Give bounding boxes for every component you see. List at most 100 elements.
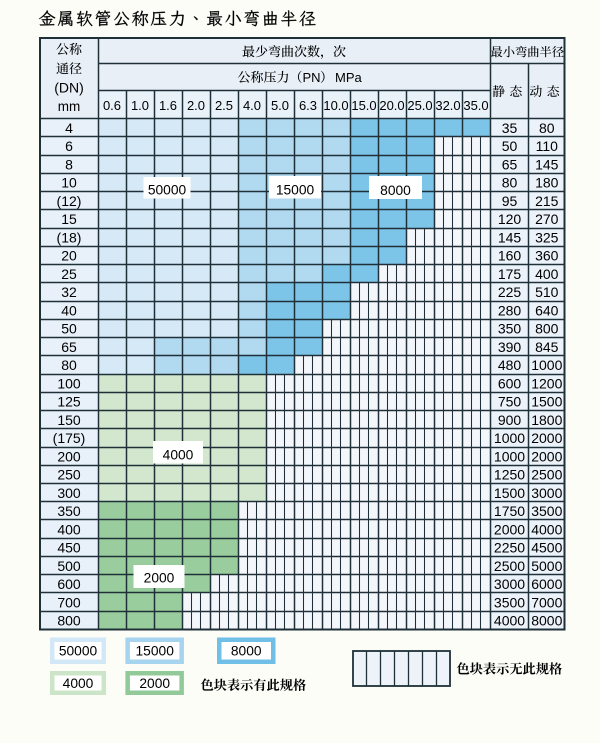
svg-text:4.0: 4.0 (243, 98, 261, 113)
svg-text:480: 480 (498, 357, 522, 373)
svg-text:4000: 4000 (163, 448, 194, 463)
svg-text:50000: 50000 (59, 644, 98, 659)
svg-text:2250: 2250 (494, 540, 525, 556)
svg-text:3000: 3000 (494, 576, 525, 592)
svg-text:845: 845 (535, 339, 559, 355)
svg-text:125: 125 (57, 394, 81, 410)
svg-text:1500: 1500 (531, 394, 562, 410)
svg-text:1200: 1200 (531, 375, 562, 391)
svg-text:180: 180 (535, 175, 559, 191)
svg-text:50000: 50000 (148, 182, 187, 197)
svg-text:2000: 2000 (531, 448, 562, 464)
svg-text:350: 350 (57, 503, 81, 519)
svg-text:15000: 15000 (276, 182, 315, 197)
svg-text:270: 270 (535, 211, 559, 227)
svg-text:800: 800 (57, 613, 81, 629)
svg-text:1000: 1000 (494, 448, 525, 464)
svg-text:640: 640 (535, 302, 559, 318)
svg-text:145: 145 (535, 157, 559, 173)
svg-text:350: 350 (498, 321, 522, 337)
svg-text:510: 510 (535, 284, 559, 300)
svg-text:8000: 8000 (231, 644, 262, 659)
svg-text:8: 8 (65, 157, 73, 173)
svg-text:6.3: 6.3 (299, 98, 317, 113)
svg-text:80: 80 (539, 120, 555, 136)
svg-text:400: 400 (535, 266, 559, 282)
svg-text:280: 280 (498, 302, 522, 318)
svg-text:150: 150 (57, 412, 81, 428)
svg-text:6: 6 (65, 138, 73, 154)
svg-text:2500: 2500 (531, 467, 562, 483)
svg-text:40: 40 (61, 302, 77, 318)
svg-text:250: 250 (57, 467, 81, 483)
svg-text:4000: 4000 (63, 676, 94, 691)
svg-text:750: 750 (498, 394, 522, 410)
svg-text:(175): (175) (53, 430, 86, 446)
svg-text:100: 100 (57, 375, 81, 391)
svg-text:PN: PN (303, 70, 321, 85)
svg-text:4000: 4000 (531, 521, 562, 537)
svg-text:15000: 15000 (136, 644, 175, 659)
svg-text:65: 65 (502, 157, 518, 173)
svg-text:450: 450 (57, 540, 81, 556)
svg-text:1.0: 1.0 (131, 98, 149, 113)
svg-text:3000: 3000 (531, 485, 562, 501)
svg-text:0.6: 0.6 (103, 98, 121, 113)
svg-text:32: 32 (61, 284, 77, 300)
svg-text:1250: 1250 (494, 467, 525, 483)
svg-text:15.0: 15.0 (351, 98, 376, 113)
svg-text:120: 120 (498, 211, 522, 227)
svg-text:65: 65 (61, 339, 77, 355)
svg-text:225: 225 (498, 284, 522, 300)
svg-text:1000: 1000 (494, 430, 525, 446)
svg-text:(DN): (DN) (54, 79, 84, 95)
svg-text:325: 325 (535, 230, 559, 246)
svg-text:200: 200 (57, 448, 81, 464)
svg-text:2.0: 2.0 (187, 98, 205, 113)
svg-text:1750: 1750 (494, 503, 525, 519)
svg-text:80: 80 (502, 175, 518, 191)
svg-text:175: 175 (498, 266, 522, 282)
svg-text:25: 25 (61, 266, 77, 282)
svg-text:2.5: 2.5 (215, 98, 233, 113)
svg-text:35.0: 35.0 (463, 98, 488, 113)
svg-text:110: 110 (536, 138, 559, 154)
svg-text:7000: 7000 (531, 594, 562, 610)
svg-text:3500: 3500 (531, 503, 562, 519)
svg-text:600: 600 (498, 375, 522, 391)
svg-text:(12): (12) (57, 193, 82, 209)
svg-text:8000: 8000 (531, 613, 562, 629)
svg-text:50: 50 (61, 321, 77, 337)
svg-text:10.0: 10.0 (323, 98, 348, 113)
svg-text:35: 35 (502, 120, 518, 136)
svg-text:4000: 4000 (494, 613, 525, 629)
svg-text:215: 215 (535, 193, 559, 209)
svg-text:1000: 1000 (531, 357, 562, 373)
svg-text:(18): (18) (57, 230, 82, 246)
svg-text:1800: 1800 (531, 412, 562, 428)
svg-text:50: 50 (502, 138, 518, 154)
svg-text:25.0: 25.0 (407, 98, 432, 113)
svg-text:20.0: 20.0 (379, 98, 404, 113)
svg-text:10: 10 (61, 175, 77, 191)
svg-text:800: 800 (535, 321, 559, 337)
svg-text:2000: 2000 (144, 570, 175, 585)
svg-text:300: 300 (57, 485, 81, 501)
svg-text:700: 700 (57, 594, 81, 610)
svg-text:2000: 2000 (531, 430, 562, 446)
svg-text:1.6: 1.6 (159, 98, 177, 113)
svg-text:2000: 2000 (494, 521, 525, 537)
svg-text:3500: 3500 (494, 594, 525, 610)
svg-text:145: 145 (498, 230, 522, 246)
svg-text:900: 900 (498, 412, 522, 428)
svg-text:95: 95 (502, 193, 518, 209)
svg-text:600: 600 (57, 576, 81, 592)
svg-text:2000: 2000 (139, 676, 170, 691)
svg-text:5000: 5000 (531, 558, 562, 574)
svg-text:5.0: 5.0 (271, 98, 289, 113)
svg-text:500: 500 (57, 558, 81, 574)
svg-text:4: 4 (65, 120, 73, 136)
svg-text:4500: 4500 (531, 540, 562, 556)
svg-text:32.0: 32.0 (435, 98, 460, 113)
svg-text:390: 390 (498, 339, 522, 355)
